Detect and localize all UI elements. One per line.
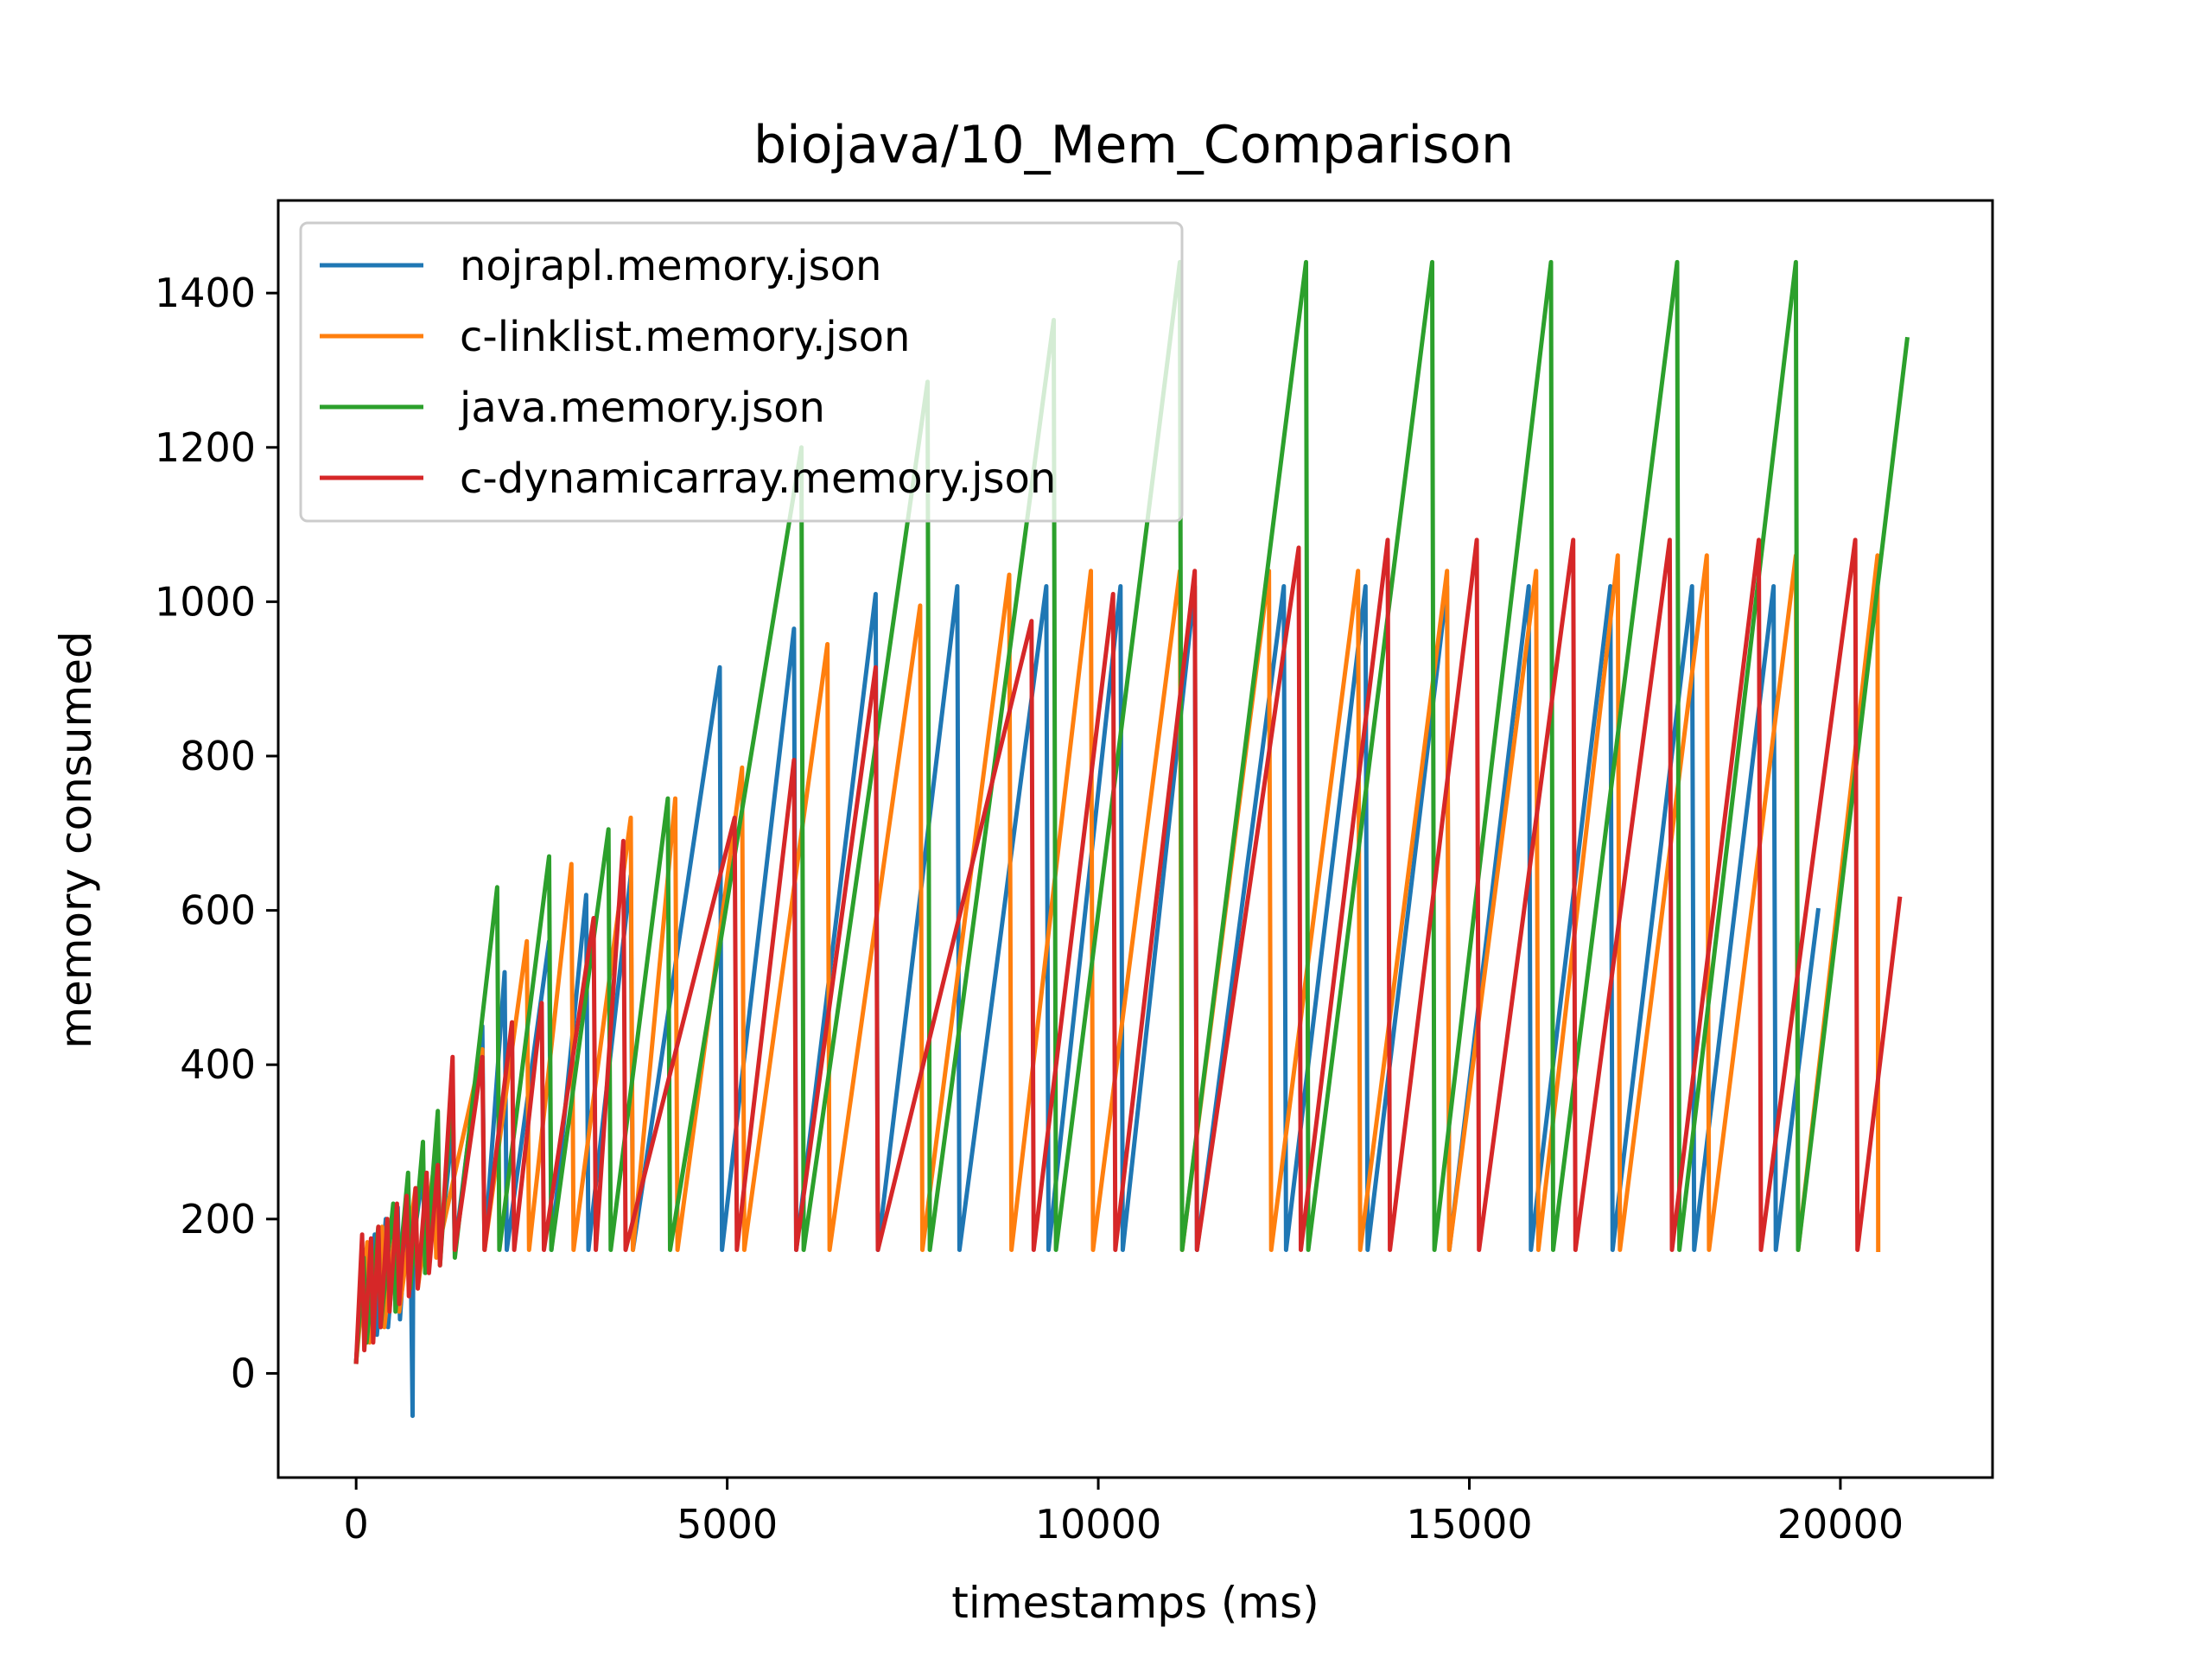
legend: nojrapl.memory.json c-linklist.memory.jso… — [299, 221, 1184, 523]
y-tick-label: 200 — [180, 1196, 256, 1243]
y-tick-label: 600 — [180, 887, 256, 934]
y-tick-label: 800 — [180, 733, 256, 779]
legend-label: nojrapl.memory.json — [460, 242, 881, 290]
y-axis-label: memory consumed — [51, 631, 101, 1049]
y-tick-label: 1400 — [155, 270, 256, 316]
x-tick-label: 10000 — [1035, 1501, 1161, 1548]
x-tick-label: 15000 — [1406, 1501, 1532, 1548]
series-line-4 — [353, 537, 1903, 1364]
y-tick-label: 1200 — [155, 424, 256, 471]
legend-label: c-dynamicarray.memory.json — [460, 454, 1056, 503]
x-tick-label: 5000 — [677, 1501, 778, 1548]
axes-frame — [276, 199, 1994, 1479]
series-layer — [353, 259, 1910, 1419]
legend-label: java.memory.json — [459, 384, 825, 432]
x-tick-label: 20000 — [1777, 1501, 1904, 1548]
y-tick-label: 1000 — [155, 578, 256, 625]
legend-box — [299, 221, 1184, 523]
plot-area — [353, 259, 1910, 1419]
x-tick-label: 0 — [344, 1501, 369, 1548]
y-axis: 0 200 400 600 800 1000 1200 1400 — [155, 270, 278, 1396]
x-axis: 0 5000 10000 15000 20000 — [344, 1478, 1904, 1548]
y-tick-label: 400 — [180, 1041, 256, 1088]
legend-label: c-linklist.memory.json — [460, 313, 910, 361]
y-tick-label: 0 — [231, 1350, 256, 1396]
chart-title: biojava/10_Mem_Comparison — [753, 115, 1514, 175]
x-axis-label: timestamps (ms) — [951, 1578, 1319, 1628]
